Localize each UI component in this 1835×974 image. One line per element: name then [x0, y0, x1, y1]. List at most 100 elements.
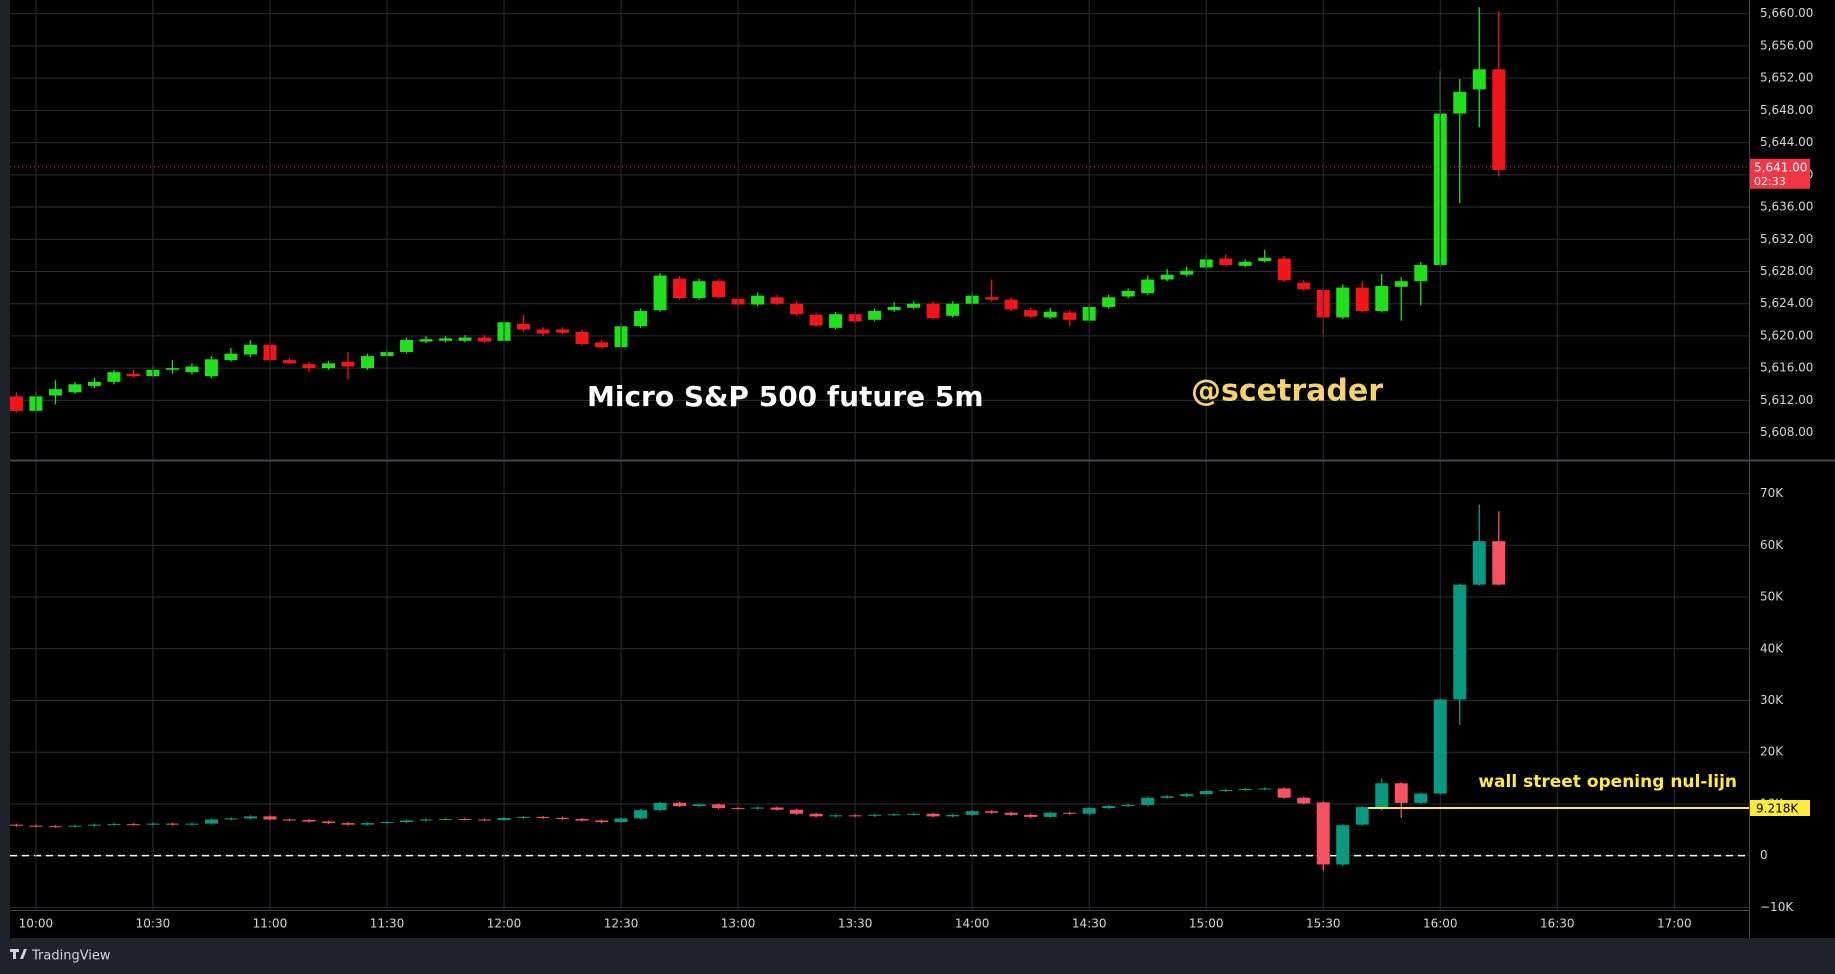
- x-tick-label: 11:30: [370, 917, 405, 931]
- countdown: 02:33: [1754, 175, 1786, 188]
- plot-background: [10, 0, 1835, 938]
- candle-body: [848, 815, 862, 817]
- y-tick-label: 5,616.00: [1760, 361, 1813, 375]
- candle-body: [48, 826, 62, 828]
- watermark: @scetrader: [1191, 374, 1383, 409]
- candle-body: [1180, 270, 1194, 275]
- candle-body: [829, 815, 843, 817]
- candle-body: [302, 819, 316, 822]
- candle-body: [673, 278, 687, 299]
- candle-body: [536, 329, 550, 334]
- tradingview-logo: TradingView: [10, 949, 111, 964]
- y-tick-label: 5,632.00: [1760, 232, 1813, 246]
- candle-body: [1004, 299, 1018, 310]
- candle-body: [595, 342, 609, 348]
- x-tick-label: 11:00: [253, 917, 288, 931]
- candle-body: [1472, 541, 1486, 585]
- candle-body: [1297, 797, 1311, 804]
- x-tick-label: 14:30: [1072, 917, 1107, 931]
- candle-body: [243, 344, 257, 355]
- candle-body: [478, 819, 492, 821]
- y-tick-label: 30K: [1760, 693, 1784, 707]
- candle-body: [1121, 804, 1135, 807]
- candle-body: [1141, 797, 1155, 805]
- y-tick-label: 5,628.00: [1760, 264, 1813, 278]
- candle-body: [204, 359, 218, 377]
- y-tick-label: 50K: [1760, 590, 1784, 604]
- candle-body: [1238, 788, 1252, 790]
- candle-body: [1414, 793, 1428, 803]
- candle-body: [497, 817, 511, 820]
- candle-body: [868, 310, 882, 320]
- chart-title: Micro S&P 500 future 5m: [587, 380, 984, 413]
- candle-body: [946, 303, 960, 316]
- candle-body: [692, 281, 706, 299]
- candle-body: [673, 802, 687, 807]
- candle-body: [1180, 794, 1194, 797]
- candle-body: [1219, 789, 1233, 792]
- x-tick-label: 16:30: [1540, 917, 1575, 931]
- candle-body: [770, 807, 784, 810]
- candle-body: [595, 820, 609, 823]
- candle-body: [282, 819, 296, 821]
- y-tick-label: 5,620.00: [1760, 328, 1813, 342]
- candle-body: [1238, 261, 1252, 266]
- candle-body: [1160, 796, 1174, 798]
- candle-body: [887, 306, 901, 311]
- level-label-box: [1749, 800, 1810, 817]
- x-tick-label: 13:30: [838, 917, 873, 931]
- x-tick-label: 14:00: [955, 917, 990, 931]
- candle-body: [575, 818, 589, 821]
- candle-body: [614, 818, 628, 823]
- candle-body: [400, 820, 413, 823]
- candle-body: [536, 816, 550, 818]
- candle-body: [146, 823, 160, 825]
- candle-body: [790, 303, 804, 315]
- candle-body: [458, 818, 472, 820]
- candle-body: [126, 373, 140, 377]
- candle-body: [1277, 788, 1291, 798]
- candle-body: [87, 381, 101, 386]
- candle-body: [321, 821, 335, 824]
- y-tick-label: 5,608.00: [1760, 425, 1813, 439]
- x-tick-label: 16:00: [1423, 917, 1458, 931]
- candle-body: [439, 818, 453, 820]
- y-tick-label: 0: [1760, 848, 1768, 862]
- candle-body: [790, 809, 804, 814]
- candle-body: [341, 361, 355, 367]
- candle-body: [517, 816, 531, 818]
- candle-body: [321, 363, 335, 369]
- y-tick-label: 70K: [1760, 486, 1784, 500]
- candle-body: [68, 384, 82, 393]
- candle-body: [1082, 808, 1096, 814]
- x-tick-label: 10:00: [19, 917, 54, 931]
- candle-body: [243, 816, 257, 819]
- candle-body: [1375, 783, 1389, 808]
- candle-body: [653, 802, 667, 811]
- candle-body: [224, 818, 238, 820]
- candle-body: [829, 314, 843, 328]
- candle-body: [1297, 282, 1311, 290]
- candle-body: [87, 824, 101, 826]
- candle-body: [1355, 287, 1369, 311]
- candle-body: [1043, 311, 1057, 318]
- candle-body: [302, 364, 316, 369]
- candle-body: [556, 329, 570, 333]
- candle-body: [575, 331, 589, 344]
- x-tick-label: 10:30: [136, 917, 171, 931]
- candle-body: [1141, 279, 1155, 294]
- level-annotation: wall street opening nul-lijn: [1478, 772, 1737, 792]
- candle-body: [107, 372, 121, 382]
- candle-body: [126, 824, 140, 826]
- y-tick-label: 5,612.00: [1760, 393, 1813, 407]
- candle-body: [907, 303, 921, 308]
- candle-body: [887, 814, 901, 816]
- candle-body: [1433, 699, 1447, 794]
- candle-body: [1336, 825, 1350, 865]
- candle-body: [1375, 285, 1389, 311]
- level-label: 9.218K: [1756, 802, 1799, 816]
- x-tick-label: 15:30: [1306, 917, 1341, 931]
- candle-body: [48, 389, 62, 396]
- candle-body: [556, 817, 570, 819]
- price-label-box: [1749, 158, 1810, 189]
